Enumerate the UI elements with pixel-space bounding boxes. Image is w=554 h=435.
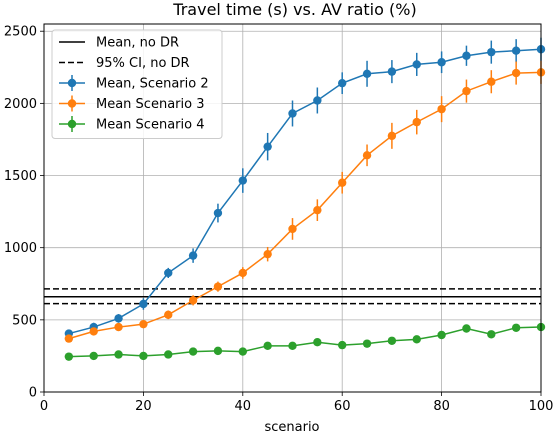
data-point [313,338,322,347]
data-point [64,352,74,361]
x-tick-label: 100 [529,399,554,414]
data-point [263,142,272,151]
x-tick-label: 20 [135,399,152,414]
data-point [164,310,173,319]
data-point [164,268,173,278]
y-axis: 0 500 1000 1500 2000 2500 [4,25,44,401]
data-point [188,347,198,356]
x-tick-label: 80 [433,399,450,414]
data-point [213,346,223,356]
legend-swatch-marker [67,119,77,129]
legend-label: 95% CI, no DR [96,56,190,71]
data-point [487,330,496,339]
data-point [487,77,496,86]
data-point [114,350,123,359]
x-tick-label: 60 [334,399,351,414]
legend-label: Mean Scenario 4 [96,118,204,133]
legend-entry: Mean Scenario 3 [59,95,204,112]
data-point [387,67,397,76]
series-line [68,48,542,335]
data-point [437,104,446,114]
legend-entry: 95% CI, no DR [59,56,190,71]
data-point [362,69,372,78]
series [64,37,546,338]
data-point [188,251,198,260]
data-point [462,86,471,96]
series [64,60,546,343]
data-point [114,314,123,323]
data-point [139,351,148,361]
data-point [412,335,421,344]
data-point [238,176,247,185]
data-point [362,151,372,160]
legend-swatch-marker [67,99,77,108]
data-point [437,58,446,67]
data-point [511,323,521,332]
reference-lines [44,288,541,305]
data-point [139,319,148,329]
legend-entry: Mean, Scenario 2 [59,75,209,92]
data-point [238,268,247,278]
series [64,322,546,361]
data-point [213,282,223,291]
series-line [68,326,542,358]
legend-label: Mean Scenario 3 [96,97,204,112]
series-line [68,71,542,340]
data-point [313,205,322,215]
x-tick-label: 0 [40,399,48,414]
data-point [511,68,521,78]
legend-frame [51,29,223,139]
data-point [338,78,347,88]
data-point [89,351,98,361]
data-point [288,224,297,234]
x-tick-label: 40 [235,399,252,414]
data-point [213,208,223,218]
data-point [462,51,471,60]
y-tick-label: 2000 [4,97,37,112]
x-axis: 0 20 40 60 80 100 [40,392,554,414]
x-axis-label: scenario [264,420,319,435]
data-point [288,341,297,351]
legend-label: Mean, Scenario 2 [96,77,209,92]
data-point [64,334,74,343]
data-point [89,327,98,336]
data-point [437,330,446,340]
data-point [263,249,272,259]
y-tick-label: 500 [12,313,37,328]
data-point [387,336,397,345]
data-point [139,299,148,309]
y-tick-label: 1000 [4,241,37,256]
plot-frame [43,23,542,393]
data-point [313,96,322,105]
data-point [238,347,247,356]
data-point [462,324,471,333]
legend-entry: Mean, no DR [59,36,179,51]
data-point [487,47,496,57]
data-point [288,109,297,118]
legend-swatch-marker [67,78,77,88]
y-tick-label: 0 [29,386,37,401]
chart-title: Travel time (s) vs. AV ratio (%) [172,0,416,19]
data-point [338,340,347,350]
legend: Mean, no DR 95% CI, no DR Mean, Scenario 2… [51,29,223,139]
data-point [338,178,347,187]
data-point [362,339,372,348]
data-point [263,341,272,351]
data-point [387,131,397,141]
y-tick-label: 2500 [4,25,37,40]
data-point [412,60,421,69]
legend-entry: Mean Scenario 4 [59,116,204,133]
data-point [164,350,173,359]
series-group [64,37,546,361]
legend-label: Mean, no DR [96,36,179,51]
data-point [412,117,421,127]
data-point [511,46,521,55]
data-point [188,296,198,305]
data-point [114,322,123,332]
y-tick-label: 1500 [4,169,37,184]
